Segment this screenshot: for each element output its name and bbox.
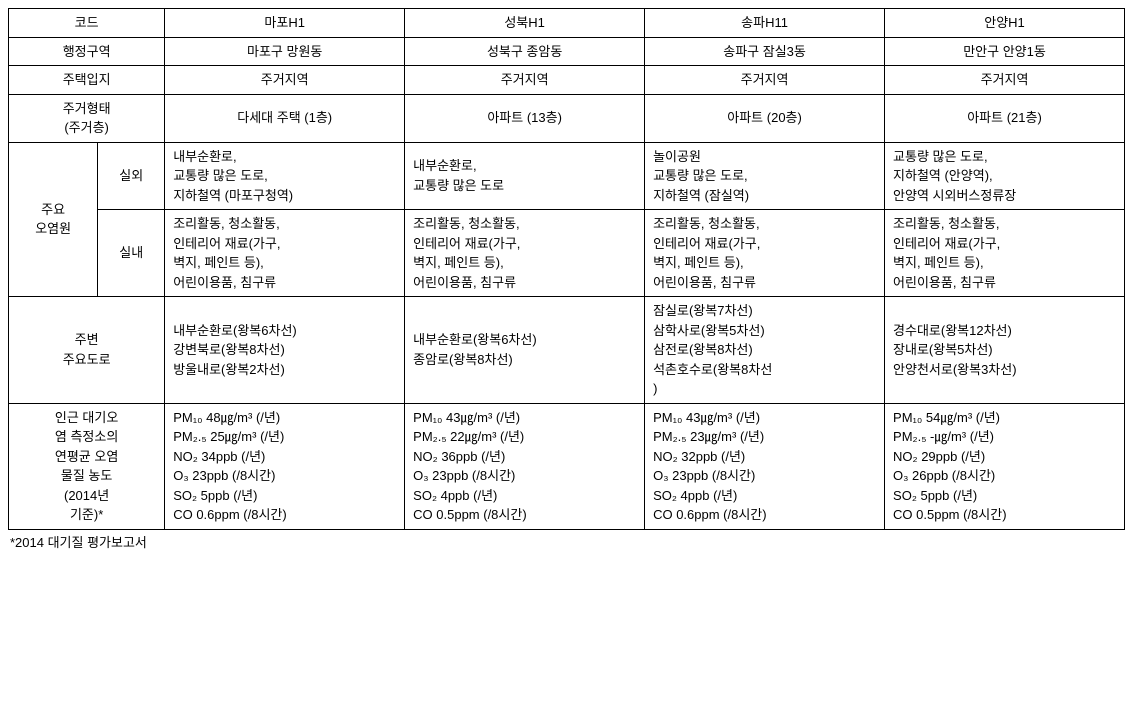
no2-value: NO₂ 29ppb (/년) — [893, 447, 1118, 467]
table-row: 실내 조리활동, 청소활동,인테리어 재료(가구,벽지, 페인트 등),어린이용… — [9, 210, 1125, 297]
data-table: 코드 마포H1 성북H1 송파H11 안양H1 행정구역 마포구 망원동 성북구… — [8, 8, 1125, 530]
header-nearby-roads: 주변주요도로 — [9, 297, 165, 404]
header-pollution-source: 주요오염원 — [9, 142, 98, 297]
cell-anyang-type: 아파트 (21층) — [885, 94, 1125, 142]
cell-mapo-roads: 내부순환로(왕복6차선)강변북로(왕복8차선)방울내로(왕복2차선) — [165, 297, 405, 404]
cell-seongbuk-measurement: PM₁₀ 43㎍/m³ (/년) PM₂.₅ 22㎍/m³ (/년) NO₂ 3… — [405, 403, 645, 529]
pm10-value: PM₁₀ 43㎍/m³ (/년) — [413, 408, 638, 428]
table-row: 주요오염원 실외 내부순환로,교통량 많은 도로,지하철역 (마포구청역) 내부… — [9, 142, 1125, 210]
cell-seongbuk-indoor: 조리활동, 청소활동,인테리어 재료(가구,벽지, 페인트 등),어린이용품, … — [405, 210, 645, 297]
header-measurement: 인근 대기오염 측정소의연평균 오염물질 농도(2014년기준)* — [9, 403, 165, 529]
o3-value: O₃ 23ppb (/8시간) — [173, 466, 398, 486]
cell-songpa-outdoor: 놀이공원교통량 많은 도로,지하철역 (잠실역) — [645, 142, 885, 210]
cell-songpa-admin: 송파구 잠실3동 — [645, 37, 885, 66]
header-code: 코드 — [9, 9, 165, 38]
cell-mapo-outdoor: 내부순환로,교통량 많은 도로,지하철역 (마포구청역) — [165, 142, 405, 210]
cell-seongbuk-roads: 내부순환로(왕복6차선)종암로(왕복8차선) — [405, 297, 645, 404]
cell-songpa-type: 아파트 (20층) — [645, 94, 885, 142]
cell-seongbuk-outdoor: 내부순환로,교통량 많은 도로 — [405, 142, 645, 210]
co-value: CO 0.5ppm (/8시간) — [413, 505, 638, 525]
cell-songpa-measurement: PM₁₀ 43㎍/m³ (/년) PM₂.₅ 23㎍/m³ (/년) NO₂ 3… — [645, 403, 885, 529]
cell-mapo-indoor: 조리활동, 청소활동,인테리어 재료(가구,벽지, 페인트 등),어린이용품, … — [165, 210, 405, 297]
cell-mapo-admin: 마포구 망원동 — [165, 37, 405, 66]
cell-mapo-code: 마포H1 — [165, 9, 405, 38]
table-row: 인근 대기오염 측정소의연평균 오염물질 농도(2014년기준)* PM₁₀ 4… — [9, 403, 1125, 529]
pm25-value: PM₂.₅ 23㎍/m³ (/년) — [653, 427, 878, 447]
o3-value: O₃ 26ppb (/8시간) — [893, 466, 1118, 486]
cell-anyang-roads: 경수대로(왕복12차선)장내로(왕복5차선)안양천서로(왕복3차선) — [885, 297, 1125, 404]
header-housing-type: 주거형태(주거층) — [9, 94, 165, 142]
o3-value: O₃ 23ppb (/8시간) — [653, 466, 878, 486]
cell-seongbuk-type: 아파트 (13층) — [405, 94, 645, 142]
cell-anyang-measurement: PM₁₀ 54㎍/m³ (/년) PM₂.₅ -㎍/m³ (/년) NO₂ 29… — [885, 403, 1125, 529]
cell-songpa-location: 주거지역 — [645, 66, 885, 95]
cell-mapo-type: 다세대 주택 (1층) — [165, 94, 405, 142]
header-indoor: 실내 — [98, 210, 165, 297]
cell-songpa-indoor: 조리활동, 청소활동,인테리어 재료(가구,벽지, 페인트 등),어린이용품, … — [645, 210, 885, 297]
cell-anyang-indoor: 조리활동, 청소활동,인테리어 재료(가구,벽지, 페인트 등),어린이용품, … — [885, 210, 1125, 297]
co-value: CO 0.6ppm (/8시간) — [653, 505, 878, 525]
so2-value: SO₂ 5ppb (/년) — [893, 486, 1118, 506]
pm10-value: PM₁₀ 48㎍/m³ (/년) — [173, 408, 398, 428]
co-value: CO 0.5ppm (/8시간) — [893, 505, 1118, 525]
table-row: 주거형태(주거층) 다세대 주택 (1층) 아파트 (13층) 아파트 (20층… — [9, 94, 1125, 142]
cell-seongbuk-location: 주거지역 — [405, 66, 645, 95]
pm10-value: PM₁₀ 54㎍/m³ (/년) — [893, 408, 1118, 428]
pm25-value: PM₂.₅ 25㎍/m³ (/년) — [173, 427, 398, 447]
no2-value: NO₂ 32ppb (/년) — [653, 447, 878, 467]
table-row: 주변주요도로 내부순환로(왕복6차선)강변북로(왕복8차선)방울내로(왕복2차선… — [9, 297, 1125, 404]
co-value: CO 0.6ppm (/8시간) — [173, 505, 398, 525]
so2-value: SO₂ 4ppb (/년) — [413, 486, 638, 506]
header-outdoor: 실외 — [98, 142, 165, 210]
cell-songpa-code: 송파H11 — [645, 9, 885, 38]
cell-songpa-roads: 잠실로(왕복7차선)삼학사로(왕복5차선)삼전로(왕복8차선)석촌호수로(왕복8… — [645, 297, 885, 404]
so2-value: SO₂ 4ppb (/년) — [653, 486, 878, 506]
header-admin-region: 행정구역 — [9, 37, 165, 66]
table-row: 행정구역 마포구 망원동 성북구 종암동 송파구 잠실3동 만안구 안양1동 — [9, 37, 1125, 66]
cell-seongbuk-code: 성북H1 — [405, 9, 645, 38]
table-row: 주택입지 주거지역 주거지역 주거지역 주거지역 — [9, 66, 1125, 95]
cell-mapo-measurement: PM₁₀ 48㎍/m³ (/년) PM₂.₅ 25㎍/m³ (/년) NO₂ 3… — [165, 403, 405, 529]
cell-anyang-location: 주거지역 — [885, 66, 1125, 95]
cell-anyang-outdoor: 교통량 많은 도로,지하철역 (안양역),안양역 시외버스정류장 — [885, 142, 1125, 210]
pm25-value: PM₂.₅ 22㎍/m³ (/년) — [413, 427, 638, 447]
cell-seongbuk-admin: 성북구 종암동 — [405, 37, 645, 66]
footnote: *2014 대기질 평가보고서 — [8, 532, 1125, 551]
table-row: 코드 마포H1 성북H1 송파H11 안양H1 — [9, 9, 1125, 38]
cell-anyang-admin: 만안구 안양1동 — [885, 37, 1125, 66]
pm25-value: PM₂.₅ -㎍/m³ (/년) — [893, 427, 1118, 447]
o3-value: O₃ 23ppb (/8시간) — [413, 466, 638, 486]
so2-value: SO₂ 5ppb (/년) — [173, 486, 398, 506]
pm10-value: PM₁₀ 43㎍/m³ (/년) — [653, 408, 878, 428]
no2-value: NO₂ 36ppb (/년) — [413, 447, 638, 467]
header-housing-location: 주택입지 — [9, 66, 165, 95]
cell-mapo-location: 주거지역 — [165, 66, 405, 95]
no2-value: NO₂ 34ppb (/년) — [173, 447, 398, 467]
cell-anyang-code: 안양H1 — [885, 9, 1125, 38]
